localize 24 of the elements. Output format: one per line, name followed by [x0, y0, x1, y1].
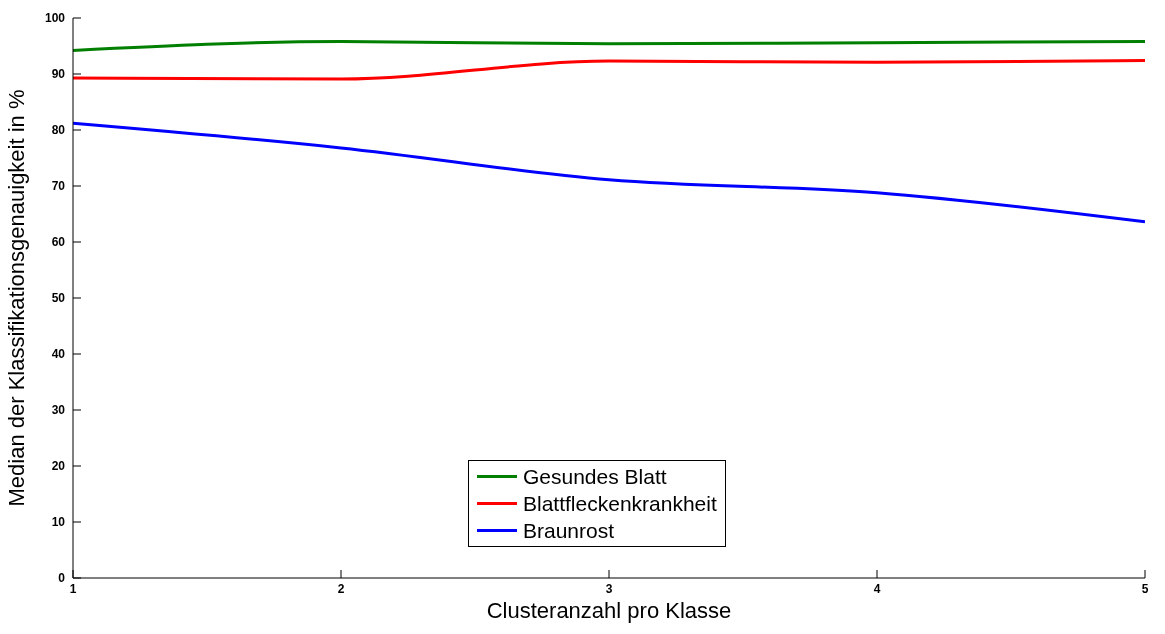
line-series — [73, 40, 1145, 52]
y-tick-label: 20 — [51, 459, 66, 474]
legend-label: Gesundes Blatt — [523, 464, 667, 490]
line-series — [73, 59, 1145, 81]
legend-label: Blattfleckenkrankheit — [523, 491, 717, 517]
y-tick-label: 40 — [51, 347, 66, 362]
y-tick-label: 50 — [51, 291, 66, 306]
y-tick-label: 90 — [51, 67, 66, 82]
x-tick-label: 3 — [605, 581, 613, 596]
y-tick-label: 70 — [51, 179, 66, 194]
x-tick-label: 2 — [337, 581, 345, 596]
x-axis-title: Clusteranzahl pro Klasse — [486, 598, 732, 623]
y-tick-label: 30 — [51, 403, 66, 418]
y-axis-title: Median der Klassifikationsgenauigkeit in % — [3, 89, 29, 507]
x-tick-label: 5 — [1141, 581, 1149, 596]
line-series — [73, 121, 1145, 224]
y-tick-label: 100 — [44, 11, 66, 26]
y-tick-label: 80 — [51, 123, 66, 138]
y-tick-label: 60 — [51, 235, 66, 250]
y-tick-label: 0 — [58, 571, 66, 586]
y-tick-label: 10 — [51, 515, 66, 530]
x-tick-label: 1 — [69, 581, 77, 596]
x-tick-label: 4 — [873, 581, 881, 596]
legend-label: Braunrost — [523, 518, 615, 544]
